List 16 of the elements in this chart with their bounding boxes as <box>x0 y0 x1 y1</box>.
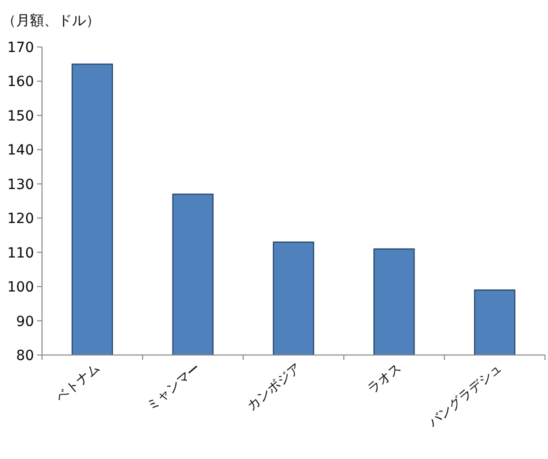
y-tick-label: 80 <box>16 348 34 364</box>
y-axis-title: （月額、ドル） <box>2 13 100 29</box>
y-tick-label: 130 <box>7 176 34 193</box>
x-tick-label: バングラデシュ <box>425 360 506 432</box>
x-tick-label: ラオス <box>365 360 405 398</box>
x-tick-label: ベトナム <box>53 360 103 406</box>
x-tick-label: ミャンマー <box>144 360 204 414</box>
y-tick-label: 160 <box>7 74 34 90</box>
y-tick-label: 170 <box>7 40 34 56</box>
y-tick-label: 150 <box>7 108 34 124</box>
y-tick-label: 90 <box>16 314 34 330</box>
y-tick-label: 100 <box>7 280 34 296</box>
y-tick-label: 120 <box>7 211 34 228</box>
y-tick-label: 140 <box>7 142 34 159</box>
x-tick-label: カンボジア <box>244 360 304 414</box>
y-tick-label: 110 <box>7 245 34 262</box>
